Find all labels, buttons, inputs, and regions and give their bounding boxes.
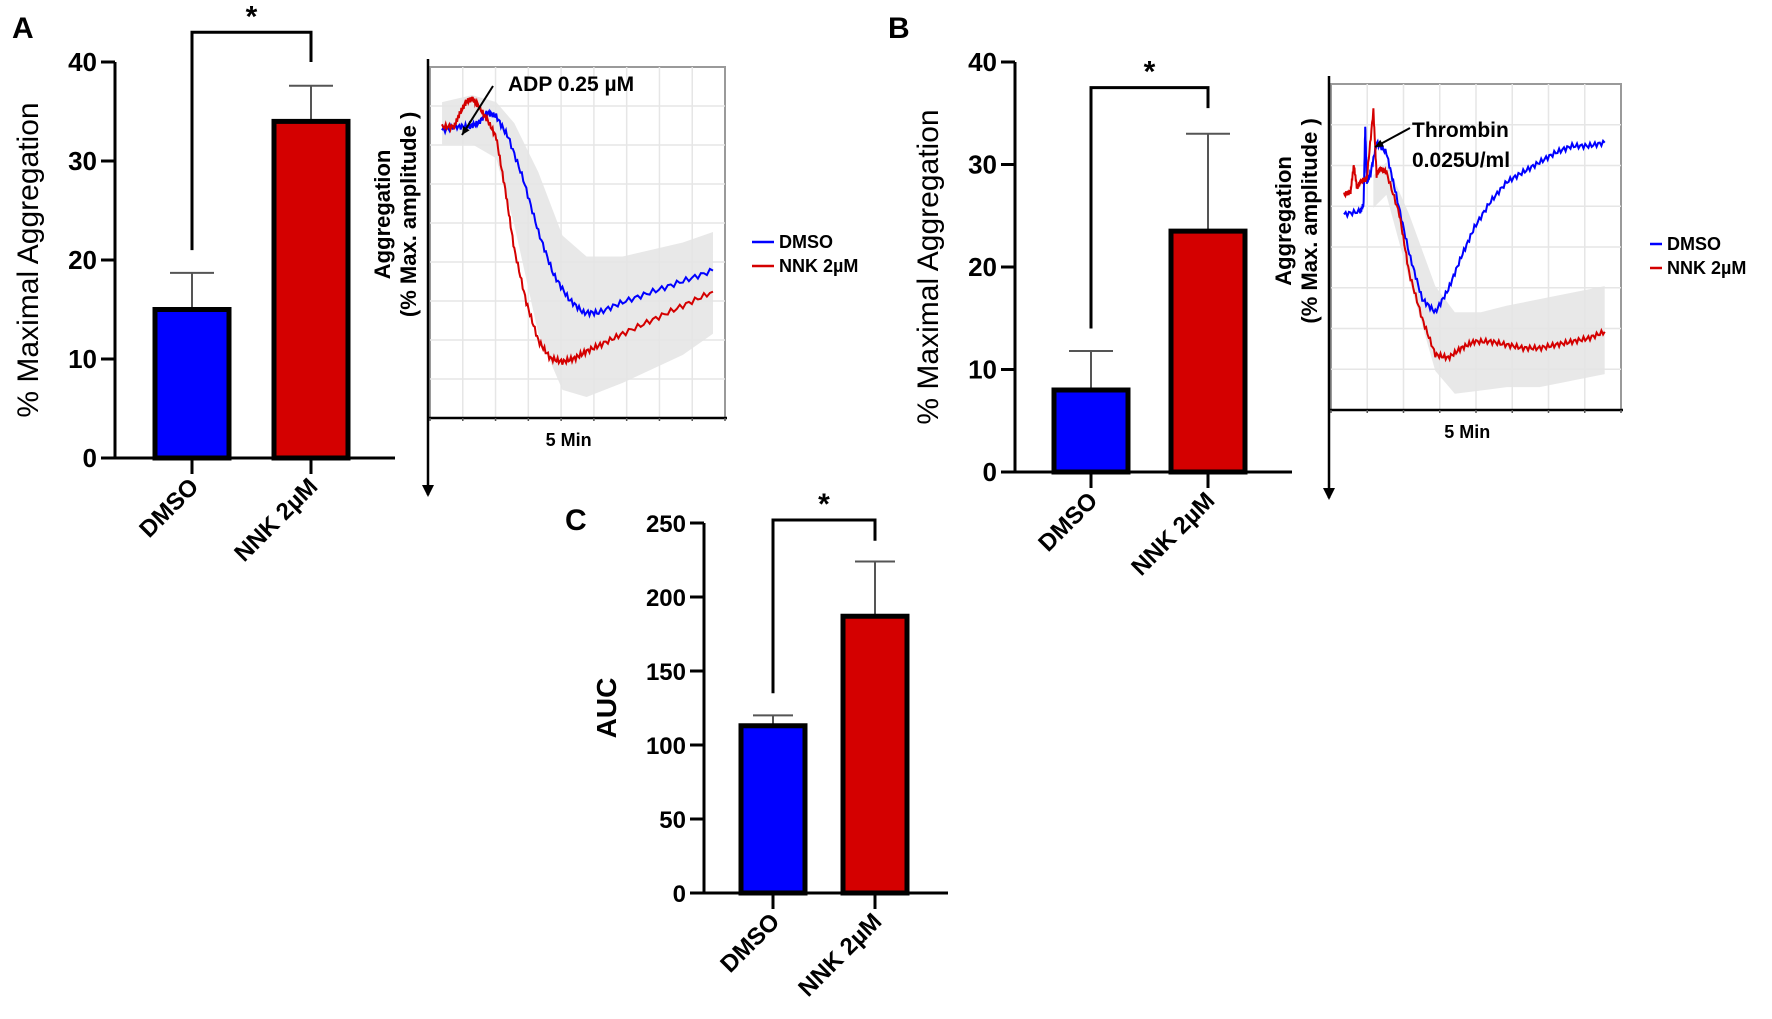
y-tick-label: 40 <box>968 47 997 77</box>
legend-label-0: DMSO <box>1667 234 1721 254</box>
y-tick-label: 50 <box>659 807 686 834</box>
trace-chart-panel-b: 5 Min Aggregation (% Max. amplitude ) Throm… <box>1271 76 1746 500</box>
y-tick-label: 30 <box>968 150 997 180</box>
arrow-down-icon <box>1323 488 1335 500</box>
significance-bracket <box>190 30 313 251</box>
annotation-arrowhead-icon <box>462 126 470 135</box>
bar-0 <box>738 723 808 896</box>
y-tick-label: 20 <box>68 245 97 275</box>
legend-label-0: DMSO <box>779 232 833 252</box>
x-tick-label: DMSO <box>715 908 785 978</box>
x-tick-label: DMSO <box>134 473 204 543</box>
y-tick-label: 30 <box>68 146 97 176</box>
stimulus-annotation-line2: 0.025U/ml <box>1412 149 1510 172</box>
sem-band <box>1373 162 1605 394</box>
y-axis-label: AUC <box>591 678 622 739</box>
series-line-nnk-2-m <box>1343 108 1606 363</box>
stimulus-annotation: ADP 0.25 µM <box>508 73 634 96</box>
series-line-nnk-2-m <box>441 96 714 366</box>
y-axis-label-line1: Aggregation <box>1271 156 1296 286</box>
y-axis-label-line1: Aggregation <box>370 150 395 280</box>
significance-star: * <box>246 0 258 33</box>
annotation-arrow <box>461 85 494 136</box>
y-tick-label: 40 <box>68 47 97 77</box>
x-tick-label: DMSO <box>1033 487 1103 557</box>
bar-1 <box>1168 228 1248 475</box>
x-tick-label: NNK 2µM <box>229 473 323 567</box>
y-axis-label-line2: (% Max. amplitude ) <box>1297 118 1322 323</box>
annotation-arrowhead-icon <box>1375 139 1384 147</box>
series-line-dmso <box>441 108 714 319</box>
y-tick-label: 150 <box>646 659 686 686</box>
bar-chart-panel-b: 0 10 20 30 40 DMSO NNK 2µM % Maximal Aggregatio… <box>912 47 1292 581</box>
y-tick-label: 20 <box>968 252 997 282</box>
y-tick-label: 10 <box>68 344 97 374</box>
x-axis-label: 5 Min <box>546 430 592 450</box>
y-axis-label-line2: (% Max. amplitude ) <box>396 112 421 317</box>
y-tick-label: 0 <box>673 881 686 908</box>
legend-label-1: NNK 2µM <box>1667 258 1746 278</box>
y-axis-label: % Maximal Aggregation <box>12 102 45 417</box>
significance-bracket <box>1089 86 1210 329</box>
bar-chart-panel-a: 0 10 20 30 40 DMSO NNK 2µM % Maximal Aggregatio… <box>12 0 395 567</box>
legend-label-1: NNK 2µM <box>779 256 858 276</box>
panel-label-a: A <box>12 12 34 45</box>
x-tick-label: NNK 2µM <box>1126 487 1220 581</box>
y-tick-label: 0 <box>983 457 997 487</box>
bar-chart-panel-c: 0 50 100 150 200 250 DMSO NNK 2µM AUC * <box>591 488 948 1002</box>
bar-0 <box>152 307 232 461</box>
y-tick-label: 200 <box>646 585 686 612</box>
y-axis-label: % Maximal Aggregation <box>912 109 945 424</box>
y-tick-label: 100 <box>646 733 686 760</box>
significance-star: * <box>818 488 830 521</box>
bar-1 <box>840 613 910 896</box>
x-tick-label: NNK 2µM <box>793 908 887 1002</box>
x-axis-label: 5 Min <box>1444 422 1490 442</box>
y-tick-label: 10 <box>968 355 997 385</box>
y-tick-label: 250 <box>646 511 686 538</box>
trace-chart-panel-a: 5 Min Aggregation (% Max. amplitude ) ADP 0… <box>370 59 858 497</box>
significance-bracket <box>771 518 877 694</box>
bar-0 <box>1051 387 1131 475</box>
significance-star: * <box>1144 56 1156 89</box>
panel-label-c: C <box>565 504 587 537</box>
bar-1 <box>271 118 351 461</box>
series-line-dmso <box>1343 126 1606 315</box>
panel-label-b: B <box>888 12 910 45</box>
stimulus-annotation-line1: Thrombin <box>1412 119 1509 142</box>
y-tick-label: 0 <box>83 443 97 473</box>
arrow-down-icon <box>422 485 434 497</box>
